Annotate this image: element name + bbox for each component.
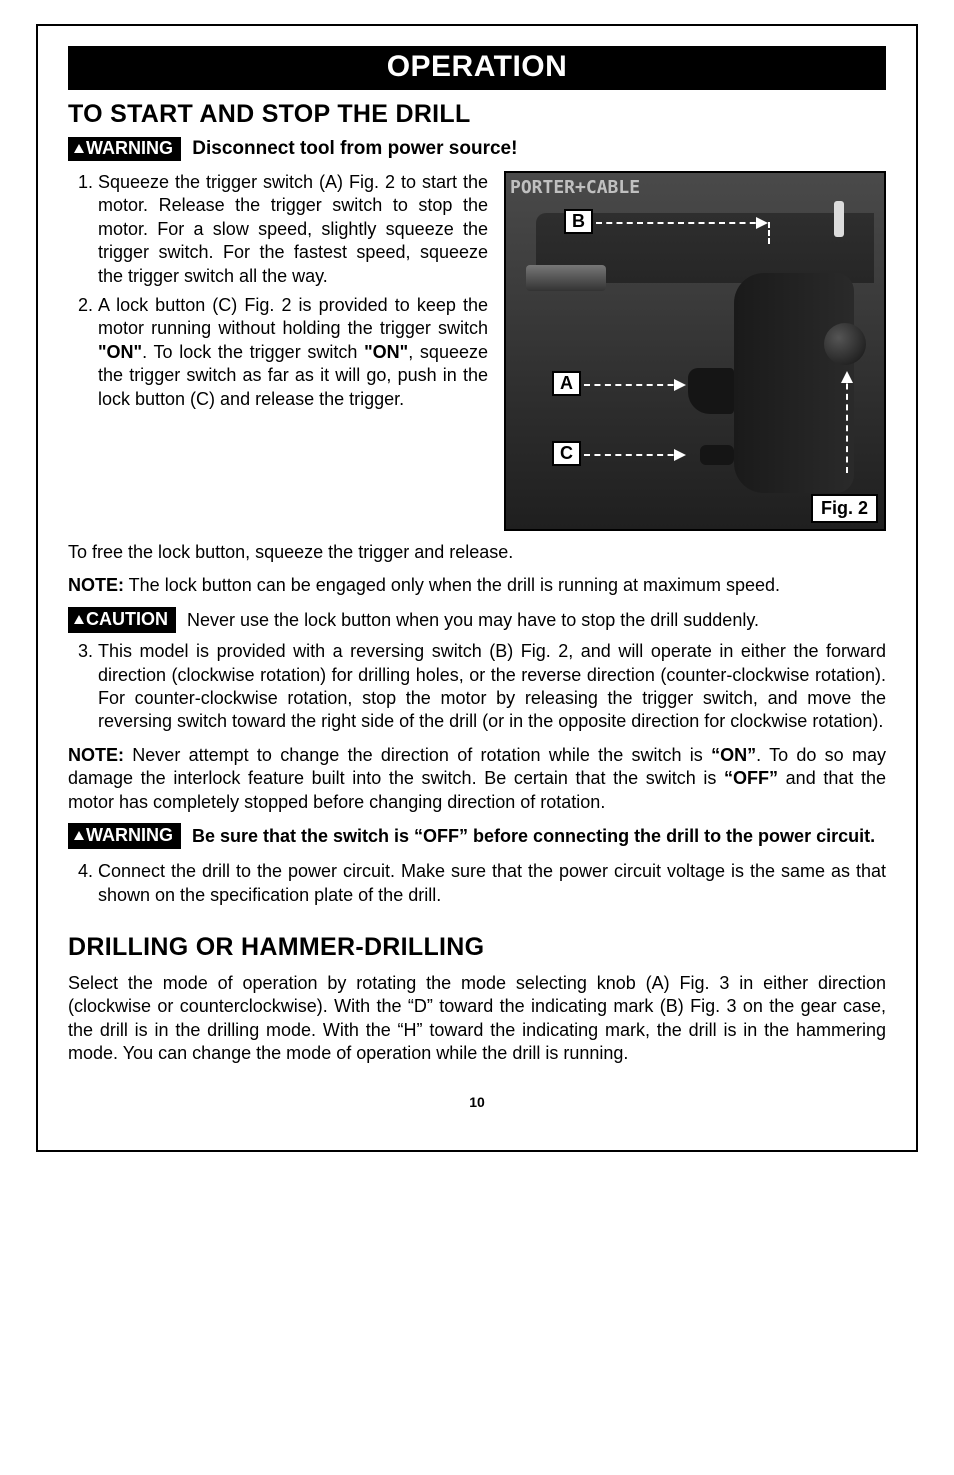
two-column-layout: Squeeze the trigger switch (A) Fig. 2 to… <box>68 171 886 531</box>
callout-c: C <box>552 441 581 466</box>
col-right: PORTER+CABLE B A C <box>504 171 886 531</box>
alert-triangle-icon <box>74 831 84 840</box>
warning-2-body: Be sure that the switch is “OFF” before … <box>187 826 875 846</box>
alert-triangle-icon <box>74 615 84 624</box>
brand-label: PORTER+CABLE <box>510 177 640 198</box>
caution-block: CAUTION Never use the lock button when y… <box>68 608 886 634</box>
callout-b-leader-v <box>768 222 770 244</box>
instruction-list-3: This model is provided with a reversing … <box>68 640 886 734</box>
warning-tag-icon: WARNING <box>68 137 181 161</box>
note-2-a: Never attempt to change the direction of… <box>124 745 711 765</box>
caution-body: Never use the lock button when you may h… <box>182 610 759 630</box>
page-number: 10 <box>68 1094 886 1110</box>
list-item-1: Squeeze the trigger switch (A) Fig. 2 to… <box>98 171 488 288</box>
li2-on-2: "ON" <box>364 342 408 362</box>
instruction-list: Squeeze the trigger switch (A) Fig. 2 to… <box>68 171 488 411</box>
callout-b: B <box>564 209 593 234</box>
heading-drilling: DRILLING OR HAMMER-DRILLING <box>68 933 886 962</box>
warning-tag-text: WARNING <box>86 138 173 158</box>
page-frame: OPERATION TO START AND STOP THE DRILL WA… <box>36 24 918 1152</box>
warning-disconnect-text: Disconnect tool from power source! <box>192 138 517 159</box>
note-2-label: NOTE: <box>68 745 124 765</box>
warning-2: WARNING Be sure that the switch is “OFF”… <box>68 824 886 850</box>
caution-tag-icon: CAUTION <box>68 607 176 633</box>
drill-knob-shape <box>824 323 866 365</box>
alert-triangle-icon <box>74 144 84 153</box>
caution-tag-text: CAUTION <box>86 609 168 629</box>
callout-a-leader <box>584 384 684 386</box>
note-2-off: “OFF” <box>724 768 778 788</box>
col-left: Squeeze the trigger switch (A) Fig. 2 to… <box>68 171 488 417</box>
li2-part-a: A lock button (C) Fig. 2 is provided to … <box>98 295 488 338</box>
section-banner: OPERATION <box>68 46 886 90</box>
note-2-on: “ON” <box>711 745 756 765</box>
drill-trigger-shape <box>688 368 734 414</box>
li2-on-1: "ON" <box>98 342 142 362</box>
note-1-text: The lock button can be engaged only when… <box>124 575 780 595</box>
list-item-2: A lock button (C) Fig. 2 is provided to … <box>98 294 488 411</box>
warning-2-tag-text: WARNING <box>86 825 173 845</box>
instruction-list-4: Connect the drill to the power circuit. … <box>68 860 886 907</box>
note-1-label: NOTE: <box>68 575 124 595</box>
drill-reverse-switch-shape <box>834 201 844 237</box>
callout-c-leader <box>584 454 684 456</box>
note-1: NOTE: The lock button can be engaged onl… <box>68 574 886 597</box>
drill-lock-shape <box>700 445 734 465</box>
heading-start-stop: TO START AND STOP THE DRILL <box>68 100 886 129</box>
s2-body: Select the mode of operation by rotating… <box>68 972 886 1066</box>
warning-2-tag-icon: WARNING <box>68 823 181 849</box>
figure-label: Fig. 2 <box>811 494 878 523</box>
note-2: NOTE: Never attempt to change the direct… <box>68 744 886 814</box>
drill-chuck-shape <box>526 265 606 291</box>
figure-2: PORTER+CABLE B A C <box>504 171 886 531</box>
knob-leader <box>846 373 848 473</box>
free-lock-line: To free the lock button, squeeze the tri… <box>68 541 886 564</box>
callout-a: A <box>552 371 581 396</box>
list-item-3: This model is provided with a reversing … <box>98 640 886 734</box>
li2-part-b: . To lock the trigger switch <box>142 342 364 362</box>
callout-b-leader <box>596 222 766 224</box>
list-item-4: Connect the drill to the power circuit. … <box>98 860 886 907</box>
drill-handle-shape <box>734 273 854 493</box>
warning-disconnect: WARNING Disconnect tool from power sourc… <box>68 137 886 161</box>
